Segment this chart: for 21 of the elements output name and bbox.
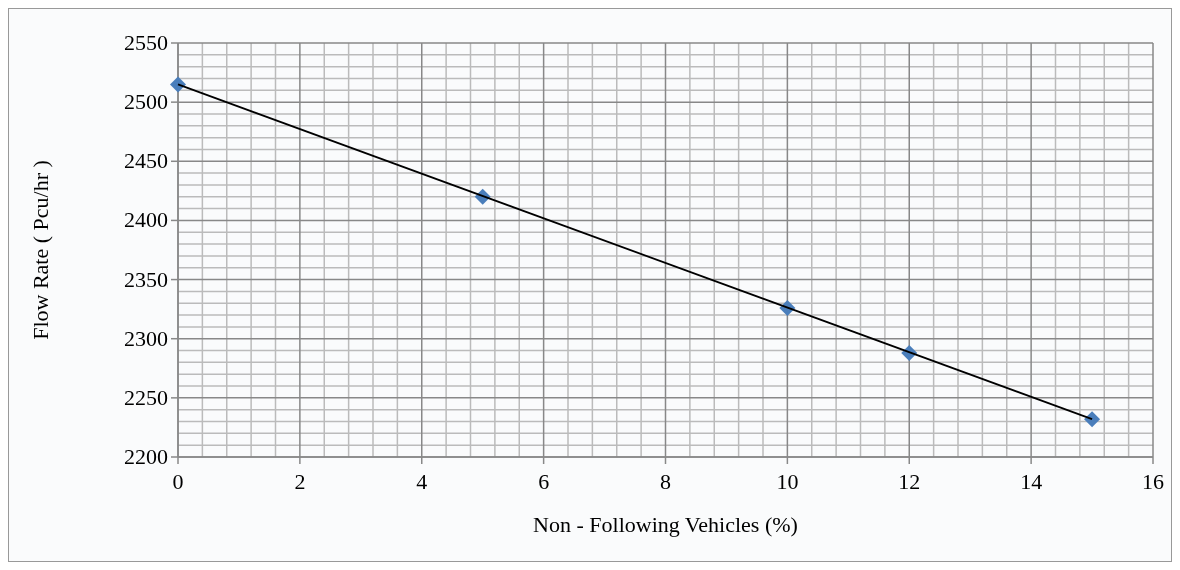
- y-tick-label: 2250: [124, 384, 168, 410]
- y-tick-label: 2450: [124, 148, 168, 174]
- y-tick-label: 2400: [124, 207, 168, 233]
- point: [170, 76, 186, 93]
- y-tick-label: 2500: [124, 89, 168, 115]
- x-axis-title: Non - Following Vehicles (%): [533, 512, 798, 537]
- x-tick-label: 12: [898, 469, 921, 494]
- y-tick-label: 2550: [124, 30, 168, 55]
- x-tick-label: 4: [416, 469, 428, 494]
- y-axis-title: Flow Rate ( Pcu/hr ): [28, 160, 53, 340]
- point: [1084, 411, 1101, 428]
- y-tick-label: 2350: [124, 266, 168, 292]
- x-tick-label: 0: [172, 469, 184, 494]
- y-tick-label: 2200: [124, 444, 168, 469]
- x-tick-label: 6: [538, 469, 550, 494]
- x-tick-label: 10: [776, 469, 799, 494]
- x-tick-label: 14: [1020, 469, 1043, 494]
- y-tick-label: 2300: [124, 325, 168, 351]
- x-tick-label: 8: [660, 469, 671, 494]
- x-tick-label: 16: [1142, 469, 1164, 494]
- x-tick-label: 2: [294, 469, 306, 494]
